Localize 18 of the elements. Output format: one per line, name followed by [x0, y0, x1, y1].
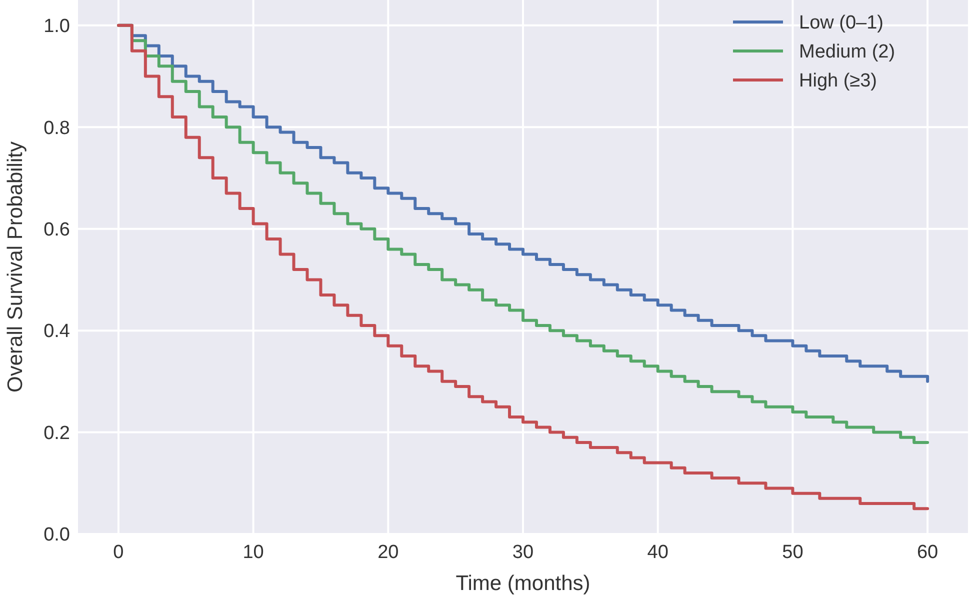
y-tick-label: 0.8: [44, 118, 70, 139]
y-tick-label: 0.0: [44, 524, 70, 546]
x-tick-label: 0: [113, 542, 124, 563]
y-tick-label: 0.4: [44, 321, 70, 342]
x-tick-label: 40: [647, 542, 668, 563]
y-axis-title: Overall Survival Probability: [4, 141, 27, 392]
x-axis-title: Time (months): [456, 572, 590, 595]
legend-label: High (≥3): [799, 70, 878, 92]
x-tick-label: 10: [242, 542, 264, 563]
y-tick-label: 0.6: [44, 220, 70, 241]
x-tick-label: 30: [512, 542, 534, 563]
x-tick-label: 50: [782, 542, 804, 563]
legend-label: Medium (2): [799, 42, 896, 63]
y-tick-label: 0.2: [44, 422, 70, 444]
x-tick-label: 60: [916, 542, 938, 563]
x-tick-label: 20: [378, 542, 399, 563]
y-tick-label: 1.0: [44, 16, 70, 38]
legend-label: Low (0–1): [799, 12, 884, 34]
